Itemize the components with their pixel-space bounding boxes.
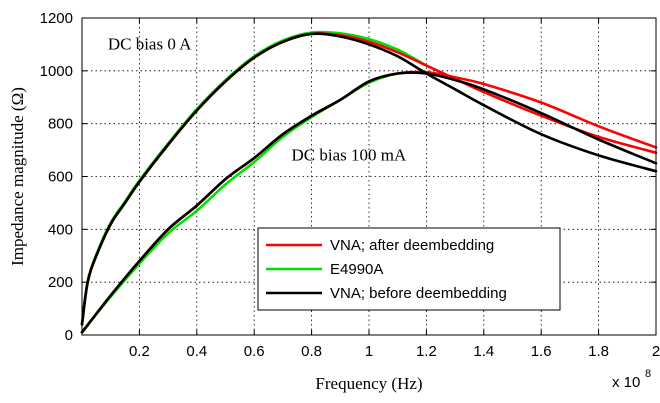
x-multiplier-exponent: 8 [645, 368, 651, 380]
x-tick-label: 0.8 [301, 343, 322, 360]
x-tick-label: 1 [365, 343, 373, 360]
y-tick-label: 200 [48, 274, 73, 291]
x-tick-label: 1.2 [416, 343, 437, 360]
legend-label: VNA; after deembedding [330, 237, 494, 254]
x-tick-label: 0.2 [129, 343, 150, 360]
series-line-vna-before-deembedding-2 [80, 71, 658, 334]
legend: VNA; after deembedding E4990A VNA; before … [257, 227, 561, 311]
legend-label: VNA; before deembedding [330, 285, 507, 302]
y-tick-label: 1200 [40, 10, 73, 27]
x-multiplier-base: x 10 [612, 374, 640, 391]
y-tick-label: 0 [65, 327, 73, 344]
y-tick-label: 600 [48, 169, 73, 186]
series-line-vna-before-deembedding-1 [80, 32, 658, 326]
y-tick-label: 800 [48, 116, 73, 133]
legend-label: E4990A [330, 261, 383, 278]
y-tick-label: 400 [48, 221, 73, 238]
x-axis-multiplier: x 10 8 [612, 368, 651, 391]
x-tick-label: 1.6 [531, 343, 552, 360]
annotation-label: DC bias 100 mA [292, 146, 407, 165]
x-tick-label: 0.4 [186, 343, 207, 360]
ticks: 0.2 0.4 0.6 0.8 1 1.2 1.4 1.6 1.8 2 0 200 400 600 800 1… [40, 10, 660, 360]
annotation-label: DC bias 0 A [108, 35, 192, 54]
y-tick-label: 1000 [40, 63, 73, 80]
x-tick-label: 2 [652, 343, 660, 360]
x-tick-label: 1.8 [588, 343, 609, 360]
x-tick-label: 1.4 [473, 343, 494, 360]
annotations: DC bias 0 A DC bias 100 mA [108, 35, 407, 165]
series-layer [80, 30, 658, 334]
x-axis-label: Frequency (Hz) [315, 374, 422, 393]
x-tick-label: 0.6 [244, 343, 265, 360]
y-axis-label: Impedance magnitude (Ω) [8, 87, 27, 266]
